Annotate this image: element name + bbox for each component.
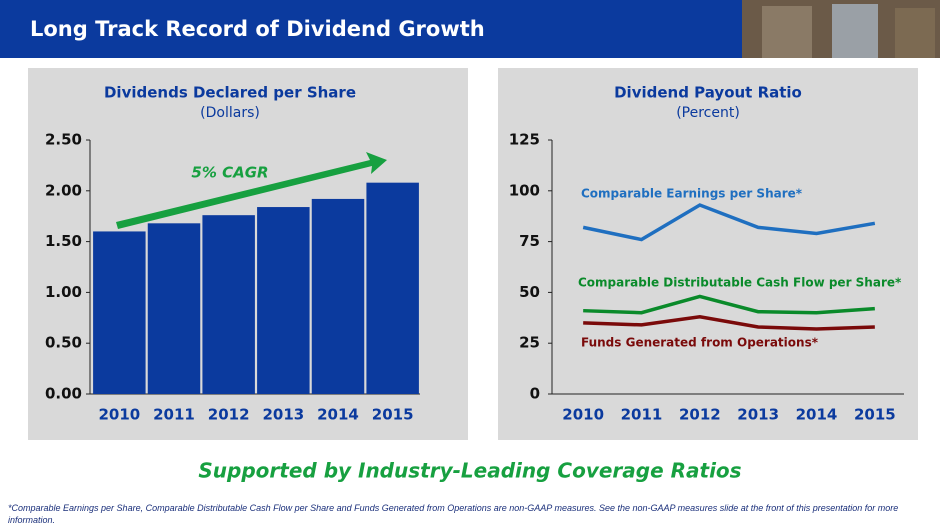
x-tick-label: 2014 (796, 406, 838, 424)
panel (498, 68, 918, 440)
series-line (583, 294, 875, 315)
y-tick-label: 25 (519, 334, 540, 352)
series-label: Comparable Earnings per Share* (581, 187, 803, 201)
y-tick-label: 125 (509, 131, 540, 149)
x-tick-label: 2013 (262, 406, 304, 424)
x-tick-label: 2012 (679, 406, 721, 424)
y-tick-label: 100 (509, 181, 540, 199)
x-tick-label: 2010 (98, 406, 140, 424)
series-line (583, 315, 875, 331)
x-tick-label: 2014 (317, 406, 359, 424)
x-tick-label: 2011 (153, 406, 195, 424)
chart-title: Dividend Payout Ratio (614, 84, 802, 102)
x-tick-label: 2013 (737, 406, 779, 424)
series-label: Comparable Distributable Cash Flow per S… (578, 276, 902, 290)
x-tick-label: 2015 (854, 406, 896, 424)
photo (832, 4, 878, 58)
footnote: *Comparable Earnings per Share, Comparab… (8, 503, 899, 525)
x-tick-label: 2015 (372, 406, 414, 424)
x-tick-label: 2011 (621, 406, 663, 424)
y-tick-label: 2.00 (45, 181, 82, 199)
bar (311, 198, 365, 394)
y-tick-label: 1.00 (45, 283, 82, 301)
y-tick-label: 0 (530, 385, 540, 403)
x-tick-label: 2012 (208, 406, 250, 424)
tagline: Supported by Industry-Leading Coverage R… (198, 459, 741, 483)
series-line (582, 203, 876, 242)
chart-subtitle: (Dollars) (200, 105, 260, 121)
y-tick-label: 0.00 (45, 385, 82, 403)
y-tick-label: 75 (519, 232, 540, 250)
bar (93, 231, 146, 394)
y-tick-label: 50 (519, 283, 540, 301)
slide-title: Long Track Record of Dividend Growth (30, 17, 485, 41)
photo (895, 8, 935, 58)
bar (257, 207, 310, 394)
bar (366, 182, 419, 394)
series-label: Funds Generated from Operations* (581, 336, 819, 350)
y-tick-label: 2.50 (45, 131, 82, 149)
y-tick-label: 1.50 (45, 232, 82, 250)
bar (202, 215, 255, 394)
chart-title: Dividends Declared per Share (104, 84, 356, 102)
photo (762, 6, 812, 58)
chart-subtitle: (Percent) (676, 105, 740, 121)
y-tick-label: 0.50 (45, 334, 82, 352)
annotation: 5% CAGR (191, 164, 268, 182)
cagr-arrow (116, 152, 387, 229)
x-tick-label: 2010 (562, 406, 604, 424)
bar (147, 223, 201, 394)
